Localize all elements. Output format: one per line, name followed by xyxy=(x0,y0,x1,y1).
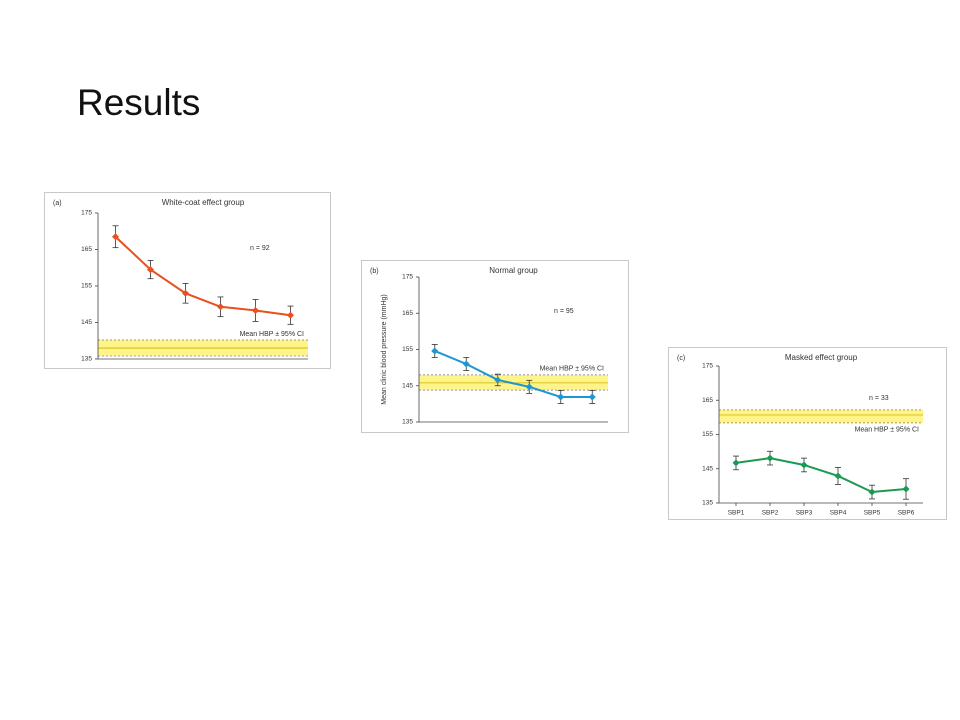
y-tick-label: 145 xyxy=(81,319,92,326)
data-line xyxy=(434,350,593,398)
chart-panel: (c) Masked effect group n = 33 Mean HBP ± 9… xyxy=(668,347,947,520)
y-axis-label: Mean clinic blood pressure (mmHg) xyxy=(381,294,388,404)
y-tick-label: 175 xyxy=(81,210,92,217)
point-marker xyxy=(766,454,774,462)
point-marker xyxy=(525,383,533,391)
y-tick-label: 155 xyxy=(402,346,413,353)
y-tick-label: 175 xyxy=(702,363,713,370)
point-marker xyxy=(252,306,259,314)
point-marker xyxy=(588,393,596,401)
n-label: n = 95 xyxy=(554,308,574,315)
point-marker xyxy=(557,393,565,401)
y-tick-label: 155 xyxy=(702,431,713,438)
data-line xyxy=(114,235,291,317)
point-marker xyxy=(462,360,470,368)
ci-band xyxy=(719,409,923,423)
band-label: Mean HBP ± 95% CI xyxy=(540,366,604,373)
data-line xyxy=(735,457,907,494)
point-marker xyxy=(287,311,294,319)
panel-label: (a) xyxy=(53,200,62,207)
point-marker xyxy=(431,347,439,355)
y-tick-label: 165 xyxy=(402,310,413,317)
y-tick-label: 135 xyxy=(402,419,413,426)
y-tick-label: 135 xyxy=(702,500,713,507)
point-marker xyxy=(868,488,876,496)
n-label: n = 92 xyxy=(250,245,270,252)
point-marker xyxy=(800,461,808,469)
y-tick-label: 145 xyxy=(402,382,413,389)
y-tick-label: 145 xyxy=(702,465,713,472)
x-tick-label: SBP5 xyxy=(864,510,881,517)
point-marker xyxy=(147,266,154,274)
y-tick-label: 165 xyxy=(702,397,713,404)
n-label: n = 33 xyxy=(869,395,889,402)
chart-panel: (a) White-coat effect group n = 92 Mean HBP… xyxy=(44,192,331,369)
x-tick-label: SBP3 xyxy=(796,510,813,517)
slide-title: Results xyxy=(77,82,201,123)
point-marker xyxy=(217,303,224,311)
point-marker xyxy=(494,376,502,384)
x-tick-label: SBP1 xyxy=(728,510,745,517)
point-marker xyxy=(902,485,910,493)
panel-label: (b) xyxy=(370,268,379,275)
chart-panel: (b) Normal group n = 95 Mean clinic blood p… xyxy=(361,260,629,433)
x-tick-label: SBP4 xyxy=(830,510,847,517)
chart-title: Normal group xyxy=(489,266,538,275)
point-marker xyxy=(112,233,119,241)
panel-label: (c) xyxy=(677,355,685,362)
chart-title: Masked effect group xyxy=(785,353,858,362)
x-tick-label: SBP2 xyxy=(762,510,779,517)
point-marker xyxy=(182,289,189,297)
band-label: Mean HBP ± 95% CI xyxy=(855,427,919,434)
y-tick-label: 155 xyxy=(81,283,92,290)
y-tick-label: 175 xyxy=(402,274,413,281)
y-tick-label: 135 xyxy=(81,356,92,363)
band-label: Mean HBP ± 95% CI xyxy=(240,331,304,338)
point-marker xyxy=(834,472,842,480)
x-tick-label: SBP6 xyxy=(898,510,915,517)
point-marker xyxy=(732,459,740,467)
chart-title: White-coat effect group xyxy=(162,198,245,207)
y-tick-label: 165 xyxy=(81,246,92,253)
